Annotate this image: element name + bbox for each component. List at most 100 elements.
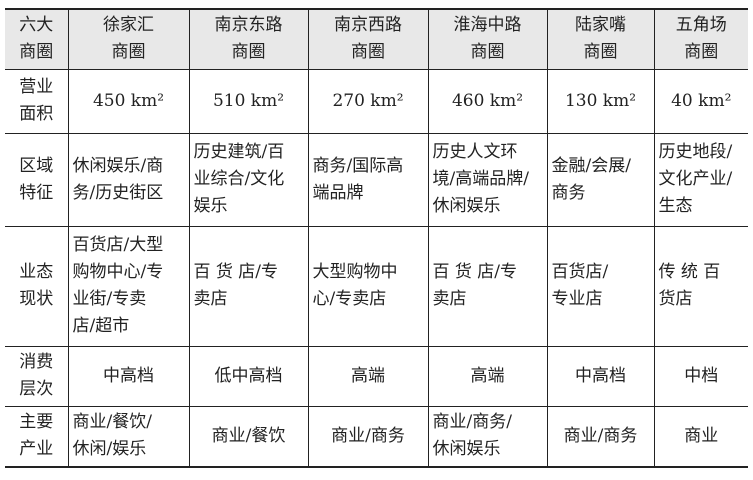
table-cell: 高端	[427, 345, 548, 407]
cell-text-line: 陆家嘴	[575, 15, 626, 36]
cell-text-line: 业综合/文化	[193, 169, 285, 189]
cell-text-line: 510 km²	[212, 90, 285, 111]
cell-text-line: 货店	[658, 289, 693, 309]
cell-text-line: 商业/商务	[563, 425, 638, 446]
cell-text-line: 务/历史街区	[72, 182, 164, 203]
cell-text-line: 130 km²	[564, 90, 637, 111]
table-cell: 高端	[307, 345, 429, 407]
cell-text-line: 传 统 百	[658, 262, 721, 282]
table-cell: 历史地段/文化产业/生态	[653, 132, 748, 227]
table-cell: 百货店/大型 购物中心/专 业街/专卖店/超市	[67, 225, 190, 347]
cell-text-line: 百 货 店/专	[193, 262, 279, 282]
cell-text-line: 淮海中路	[453, 15, 522, 36]
cell-text-line: 中高档	[575, 365, 626, 386]
table-cell: 中高档	[67, 345, 190, 407]
cell-text-line: 商圈	[231, 42, 266, 63]
table-cell: 270 km²	[307, 68, 429, 134]
table-cell: 百 货 店/专 卖店	[427, 225, 548, 347]
cell-text-line: 文化产业/	[658, 169, 733, 189]
cell-text-line: 高端	[351, 365, 385, 386]
cell-text-line: 南京西路	[334, 15, 402, 36]
table-cell: 450 km²	[67, 68, 190, 134]
cell-text-line: 购物中心/专	[72, 262, 164, 282]
cell-text-line: 休闲娱乐/商	[72, 155, 164, 176]
column-header-cell: 淮海中路 商圈	[427, 8, 548, 70]
cell-text-line: 六大	[19, 15, 54, 36]
cell-text-line: 卖店	[432, 289, 467, 309]
table-cell: 金融/会展/商务	[546, 132, 655, 227]
table-cell: 商业/商务	[307, 405, 429, 468]
cell-text-line: 大型购物中	[312, 262, 398, 282]
column-header-cell: 南京西路 商圈	[307, 8, 429, 70]
table-cell: 商业/商务	[546, 405, 655, 468]
table-cell: 中高档	[546, 345, 655, 407]
cell-text-line: 休闲/娱乐	[72, 439, 147, 460]
cell-text-line: 娱乐	[193, 196, 228, 216]
cell-text-line: 现状	[19, 289, 54, 309]
row-header-cell: 营业 面积	[5, 68, 69, 134]
cell-text-line: 历史人文环	[432, 142, 518, 162]
row-header-cell: 消费 层次	[5, 345, 69, 407]
table-cell: 传 统 百货店	[653, 225, 748, 347]
table-row: 消费 层次 中高档 低中高档 高端 高端 中高档 中档	[5, 345, 748, 407]
cell-text-line: 心/专卖店	[312, 289, 387, 309]
cell-text-line: 徐家汇	[103, 15, 154, 36]
table-row: 营业 面积 450 km² 510 km² 270 km² 460 km² 130 km² 4…	[5, 68, 748, 134]
cell-text-line: 主要	[19, 412, 54, 433]
table-cell: 低中高档	[188, 345, 309, 407]
cell-text-line: 270 km²	[332, 90, 404, 111]
column-header-cell: 南京东路 商圈	[188, 8, 309, 70]
cell-text-line: 商业/商务/	[432, 412, 512, 433]
cell-text-line: 消费	[19, 352, 54, 372]
business-district-table: 六大 商圈 徐家汇 商圈 南京东路 商圈 南京西路 商圈 淮海中路 商圈 陆家嘴 商圈 五角场 商圈 营业面…	[5, 8, 748, 468]
cell-text-line: 休闲娱乐	[432, 196, 501, 216]
table-row: 区域 特征 休闲娱乐/商 务/历史街区 历史建筑/百 业综合/文化 娱乐 商务/国际高 端品牌历…	[5, 132, 748, 227]
table-cell: 商业/商务/休闲娱乐	[427, 405, 548, 468]
table-cell: 商业/餐饮/休闲/娱乐	[67, 405, 190, 468]
table-cell: 百 货 店/专 卖店	[188, 225, 309, 347]
corner-header-cell: 六大 商圈	[5, 8, 69, 70]
cell-text-line: 40 km²	[671, 90, 732, 111]
cell-text-line: 历史地段/	[658, 142, 733, 162]
cell-text-line: 商圈	[684, 42, 719, 63]
cell-text-line: 南京东路	[214, 15, 283, 36]
table-cell: 中档	[653, 345, 748, 407]
cell-text-line: 商圈	[470, 42, 505, 63]
cell-text-line: 百货店/大型	[72, 235, 164, 255]
table-cell: 休闲娱乐/商 务/历史街区	[67, 132, 190, 227]
cell-text-line: 商务/国际高	[312, 155, 404, 176]
cell-text-line: 450 km²	[92, 90, 165, 111]
cell-text-line: 生态	[658, 196, 693, 216]
cell-text-line: 端品牌	[312, 182, 364, 203]
cell-text-line: 休闲娱乐	[432, 439, 501, 460]
cell-text-line: 专业店	[551, 289, 603, 309]
cell-text-line: 商圈	[19, 42, 54, 63]
cell-text-line: 商业/商务	[331, 425, 405, 446]
cell-text-line: 商业/餐饮/	[72, 412, 152, 433]
cell-text-line: 百 货 店/专	[432, 262, 518, 282]
cell-text-line: 商业/餐饮	[211, 425, 286, 446]
cell-text-line: 高端	[470, 365, 505, 386]
table-cell: 130 km²	[546, 68, 655, 134]
table-cell: 40 km²	[653, 68, 748, 134]
column-header-cell: 陆家嘴 商圈	[546, 8, 655, 70]
column-header-cell: 徐家汇 商圈	[67, 8, 190, 70]
cell-text-line: 业街/专卖	[72, 289, 147, 309]
table-cell: 百货店/专业店	[546, 225, 655, 347]
cell-text-line: 营业	[19, 77, 54, 97]
row-header-cell: 主要 产业	[5, 405, 69, 468]
row-header-cell: 业态 现状	[5, 225, 69, 347]
table-cell: 商务/国际高 端品牌	[307, 132, 429, 227]
table-cell: 历史人文环境/高端品牌/休闲娱乐	[427, 132, 548, 227]
header-row: 六大 商圈 徐家汇 商圈 南京东路 商圈 南京西路 商圈 淮海中路 商圈 陆家嘴 商圈 五角场 商圈	[5, 8, 748, 70]
cell-text-line: 中高档	[103, 365, 154, 386]
cell-text-line: 业态	[19, 262, 54, 282]
cell-text-line: 商务	[551, 182, 586, 203]
cell-text-line: 境/高端品牌/	[432, 169, 529, 189]
cell-text-line: 产业	[19, 439, 54, 460]
row-header-cell: 区域 特征	[5, 132, 69, 227]
cell-text-line: 低中高档	[214, 365, 283, 386]
cell-text-line: 店/超市	[72, 316, 130, 336]
table-row: 业态 现状 百货店/大型 购物中心/专 业街/专卖 店/超市百 货 店/专 卖店 大型购物中心…	[5, 225, 748, 347]
table-cell: 大型购物中心/专卖店	[307, 225, 429, 347]
